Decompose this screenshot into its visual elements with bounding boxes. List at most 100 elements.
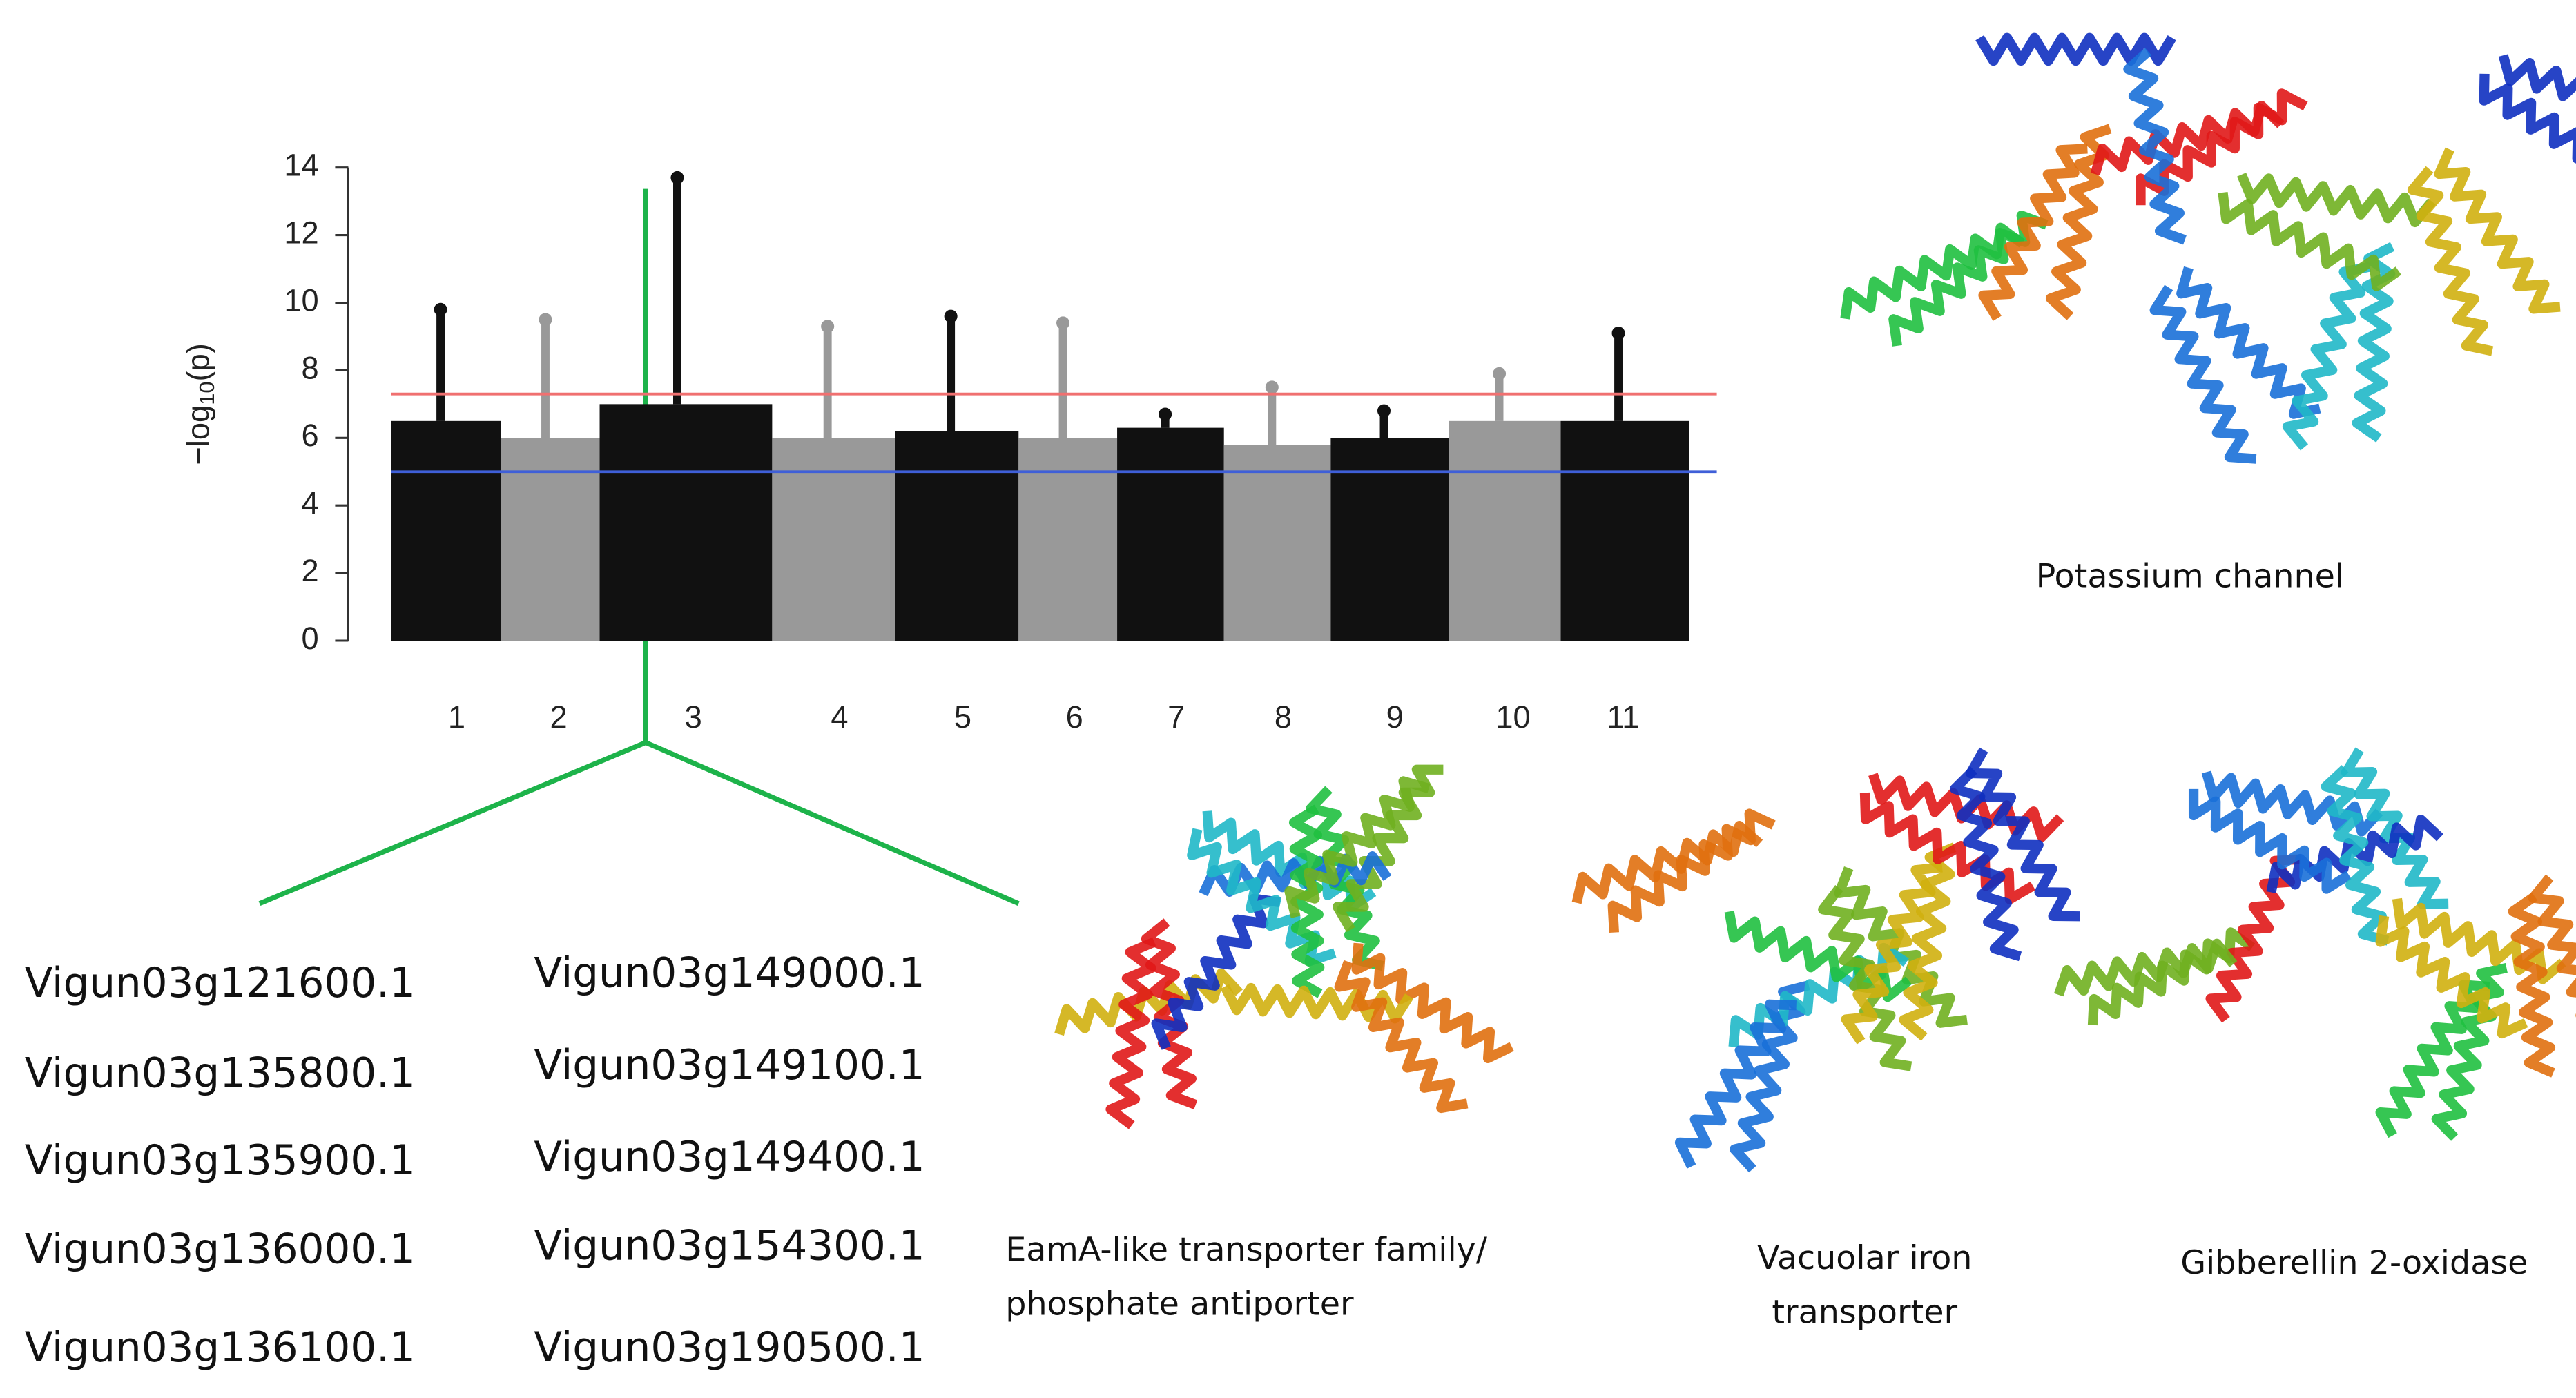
helix (1571, 821, 1763, 904)
x-tick-label: 1 (448, 699, 465, 735)
helix (2188, 788, 2352, 894)
peak-point (821, 320, 835, 333)
helix (2205, 854, 2301, 1023)
helix (1674, 999, 1797, 1169)
helix (1975, 32, 2176, 66)
helix (1730, 980, 1810, 1173)
gene-id: Vigun03g190500.1 (534, 1324, 924, 1372)
peak-point (539, 313, 552, 327)
peak-point (1493, 367, 1507, 380)
y-tick-label: 8 (301, 350, 318, 385)
helix (2375, 980, 2490, 1138)
helix (1978, 144, 2088, 321)
helix (2053, 938, 2238, 997)
x-tick-label: 9 (1386, 699, 1404, 735)
helix (2282, 262, 2372, 451)
y-axis-label: −log10(p) (180, 343, 219, 465)
protein-structure (1571, 747, 2080, 1173)
y-tick-label: 6 (301, 418, 318, 453)
protein-label: EamA-like transporter family/ (1005, 1231, 1488, 1269)
protein-label: Gibberellin 2-oxidase (2180, 1244, 2528, 1282)
helix (2392, 897, 2566, 984)
y-tick-label: 4 (301, 485, 318, 521)
helix (2321, 765, 2390, 946)
x-tick-label: 3 (685, 699, 702, 735)
helix (2176, 266, 2321, 419)
protein-structure (1054, 764, 1514, 1129)
protein-label: transporter (1772, 1294, 1957, 1332)
peak-point (1265, 380, 1279, 394)
y-tick-label: 10 (284, 282, 318, 318)
chromosome-bulk (1330, 438, 1449, 641)
helix (2123, 48, 2187, 245)
protein-structure (1840, 32, 2576, 464)
peak-point (1159, 407, 1172, 421)
peak-point (1056, 316, 1070, 330)
helix (1141, 918, 1198, 1109)
helix (2498, 54, 2576, 101)
gene-id: Vigun03g136100.1 (25, 1324, 416, 1372)
chromosome-bulk (599, 404, 773, 641)
chromosome-bulk (1449, 420, 1561, 641)
gene-id: Vigun03g136000.1 (25, 1225, 416, 1273)
x-tick-label: 4 (831, 699, 848, 735)
helix (2479, 73, 2576, 164)
y-tick-label: 14 (284, 148, 318, 183)
y-label-suffix: (p) (180, 343, 215, 381)
x-tick-label: 5 (954, 699, 971, 735)
chromosome-bulk (772, 438, 895, 641)
protein-structure (2053, 747, 2576, 1141)
protein-label: Vacuolar iron (1757, 1239, 1973, 1277)
peak-point (1611, 327, 1625, 340)
x-tick-label: 6 (1066, 699, 1083, 735)
protein-label: Potassium channel (2036, 558, 2345, 596)
helix (1818, 885, 1912, 1071)
peak-point (944, 309, 958, 323)
helix (1333, 764, 1444, 933)
chromosome-bulk (1223, 445, 1331, 641)
gene-id: Vigun03g149100.1 (534, 1042, 924, 1089)
x-tick-label: 7 (1168, 699, 1185, 735)
y-tick-label: 0 (301, 621, 318, 656)
y-tick-label: 12 (284, 215, 318, 251)
x-tick-label: 10 (1495, 699, 1530, 735)
helix (1840, 222, 2025, 320)
y-tick-label: 2 (301, 553, 318, 588)
peak-point (670, 171, 684, 184)
helix (2237, 173, 2436, 228)
gene-id: Vigun03g135900.1 (25, 1137, 416, 1185)
gene-id: Vigun03g135800.1 (25, 1050, 416, 1098)
helix (1351, 942, 1514, 1064)
gene-id: Vigun03g149000.1 (534, 950, 924, 998)
gene-id: Vigun03g149400.1 (534, 1134, 924, 1181)
helix (1284, 776, 1431, 918)
helix (2149, 284, 2257, 464)
helix (2434, 147, 2561, 314)
chromosome-bulk (1018, 438, 1118, 641)
helix (1899, 842, 1957, 1041)
helix (2375, 915, 2528, 1039)
helix (1841, 862, 1943, 1045)
helix (2431, 963, 2508, 1141)
x-tick-label: 11 (1607, 699, 1639, 735)
helix (2218, 192, 2401, 291)
chromosome-bulk (391, 420, 501, 641)
helix (2341, 747, 2449, 909)
helix (1334, 960, 1469, 1114)
peak-point (1377, 404, 1391, 418)
x-tick-label: 2 (550, 699, 567, 735)
y-label-sub: 10 (195, 381, 219, 405)
helix (1966, 747, 2080, 922)
helix (2508, 892, 2556, 1078)
helix (2090, 101, 2285, 176)
gene-id: Vigun03g154300.1 (534, 1223, 924, 1270)
chromosome-bulk (1117, 427, 1224, 641)
chromosome-bulk (1560, 420, 1689, 641)
protein-label: phosphate antiporter (1005, 1285, 1354, 1323)
gene-id: Vigun03g121600.1 (25, 960, 416, 1007)
peak-point (434, 302, 447, 316)
y-label-prefix: −log (180, 405, 215, 465)
